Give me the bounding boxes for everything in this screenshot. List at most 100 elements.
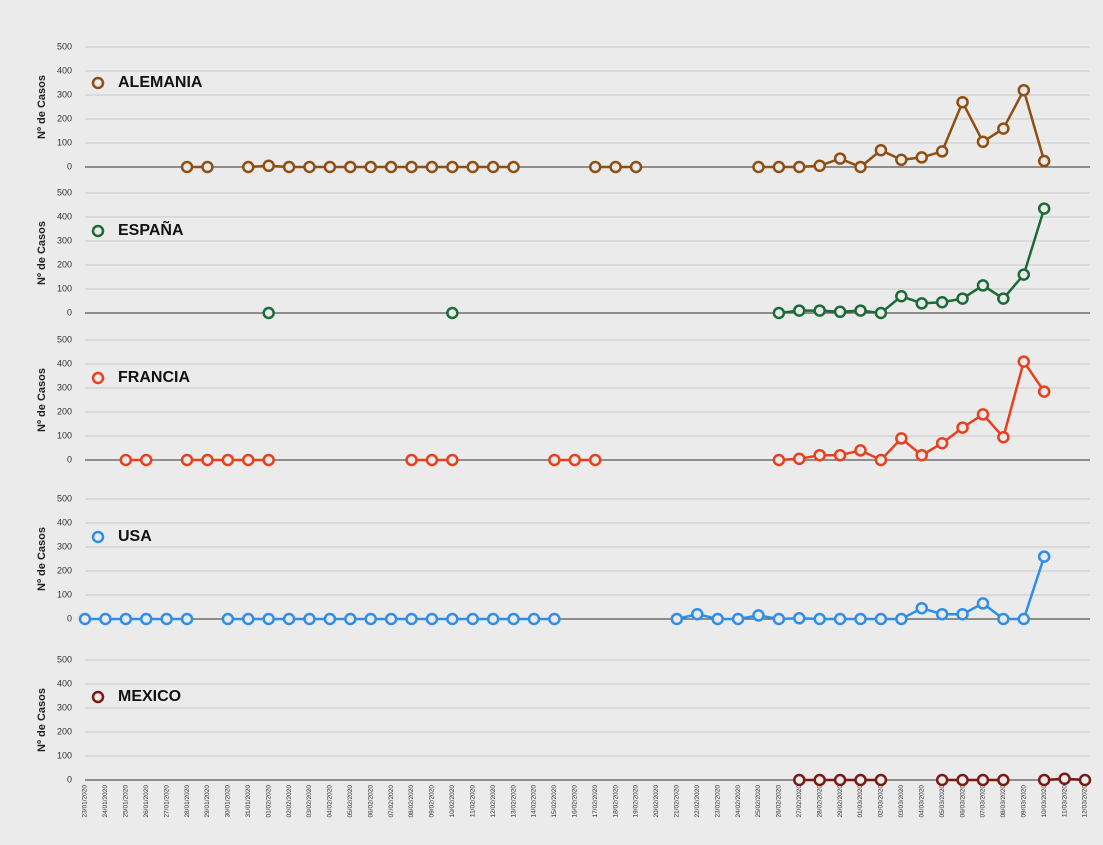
y-tick-label: 300 <box>57 382 72 392</box>
data-point <box>466 160 480 174</box>
data-point <box>935 436 949 450</box>
data-point <box>915 151 928 164</box>
x-tick-label: 20/02/2020 <box>653 785 660 818</box>
y-tick-label: 200 <box>57 113 72 123</box>
x-tick-label: 08/02/2020 <box>408 785 415 818</box>
x-tick-label: 28/02/2020 <box>816 785 823 818</box>
data-point <box>323 160 337 174</box>
data-point <box>507 612 520 626</box>
y-tick-label: 500 <box>57 493 72 503</box>
x-tick-label: 14/02/2020 <box>531 785 538 818</box>
data-point <box>813 773 826 787</box>
data-point <box>629 160 643 174</box>
data-point <box>690 607 704 621</box>
data-point <box>201 160 214 174</box>
data-point <box>854 773 867 787</box>
data-point <box>405 612 418 626</box>
data-point <box>1078 773 1092 787</box>
data-point <box>201 453 214 467</box>
data-point <box>833 152 847 165</box>
data-point <box>976 773 990 787</box>
data-point <box>874 306 888 320</box>
y-tick-label: 100 <box>57 430 72 440</box>
legend-marker <box>91 690 105 704</box>
data-point <box>793 304 806 317</box>
y-tick-label: 0 <box>67 307 72 317</box>
x-tick-label: 24/02/2020 <box>735 785 742 818</box>
y-tick-label: 300 <box>57 702 72 712</box>
y-axis-label: Nº de Casos <box>36 688 48 752</box>
x-tick-label: 29/02/2020 <box>837 785 844 818</box>
data-point <box>262 453 275 467</box>
x-tick-label: 29/01/2020 <box>204 785 211 818</box>
data-point <box>262 612 275 626</box>
x-tick-label: 03/02/2020 <box>306 785 313 818</box>
x-tick-label: 04/02/2020 <box>327 785 334 818</box>
data-point <box>1037 773 1051 787</box>
y-tick-label: 100 <box>57 137 72 147</box>
data-point <box>139 612 153 626</box>
data-point <box>895 153 908 167</box>
x-tick-label: 18/02/2020 <box>612 785 619 818</box>
y-tick-label: 0 <box>67 161 72 171</box>
data-point <box>976 135 990 149</box>
data-point <box>1037 154 1051 168</box>
data-point <box>813 304 826 317</box>
y-tick-label: 500 <box>57 187 72 197</box>
y-tick-label: 500 <box>57 334 72 344</box>
data-point <box>242 612 255 626</box>
data-point <box>997 430 1010 444</box>
data-point <box>160 612 173 626</box>
data-point <box>405 453 418 467</box>
data-point <box>915 448 928 462</box>
x-tick-label: 26/01/2020 <box>143 785 150 818</box>
data-point <box>935 145 949 158</box>
y-axis-label: Nº de Casos <box>36 527 48 591</box>
data-point <box>956 421 969 434</box>
data-point <box>527 612 541 626</box>
legend-label: USA <box>118 528 152 545</box>
x-tick-label: 12/03/2020 <box>1082 785 1089 818</box>
data-point <box>854 304 867 317</box>
x-tick-label: 24/01/2020 <box>102 785 109 818</box>
data-point <box>486 612 500 626</box>
x-tick-label: 27/02/2020 <box>796 785 803 818</box>
data-point <box>956 607 969 621</box>
y-tick-label: 400 <box>57 358 72 368</box>
data-point <box>813 448 826 462</box>
data-point <box>139 453 153 467</box>
x-tick-label: 10/03/2020 <box>1041 785 1048 818</box>
data-point <box>854 160 867 174</box>
data-point <box>180 160 194 174</box>
data-point <box>384 612 398 626</box>
data-point <box>99 612 112 626</box>
data-point <box>221 612 235 626</box>
data-point <box>874 773 888 787</box>
x-tick-label: 21/02/2020 <box>674 785 681 818</box>
data-point <box>1017 268 1031 281</box>
data-point <box>895 612 908 626</box>
data-point <box>282 160 296 174</box>
legend-label: MEXICO <box>118 688 181 705</box>
data-point <box>915 297 928 310</box>
data-point <box>119 612 133 626</box>
x-tick-label: 17/02/2020 <box>592 785 599 818</box>
data-point <box>1017 612 1031 626</box>
data-point <box>425 160 439 174</box>
y-tick-label: 100 <box>57 750 72 760</box>
data-point <box>609 160 622 174</box>
x-tick-label: 11/02/2020 <box>469 785 476 817</box>
data-point <box>1017 83 1031 97</box>
series-line <box>85 556 1046 621</box>
x-tick-label: 25/01/2020 <box>123 785 130 818</box>
x-tick-label: 07/02/2020 <box>388 785 395 818</box>
data-point <box>303 160 316 174</box>
data-point <box>793 452 806 466</box>
x-tick-label: 01/02/2020 <box>265 785 272 818</box>
data-point <box>874 612 888 626</box>
data-point <box>588 160 602 174</box>
legend-label: ESPAÑA <box>118 219 184 239</box>
data-point <box>813 612 826 626</box>
data-point <box>895 432 908 445</box>
data-point <box>180 612 194 626</box>
